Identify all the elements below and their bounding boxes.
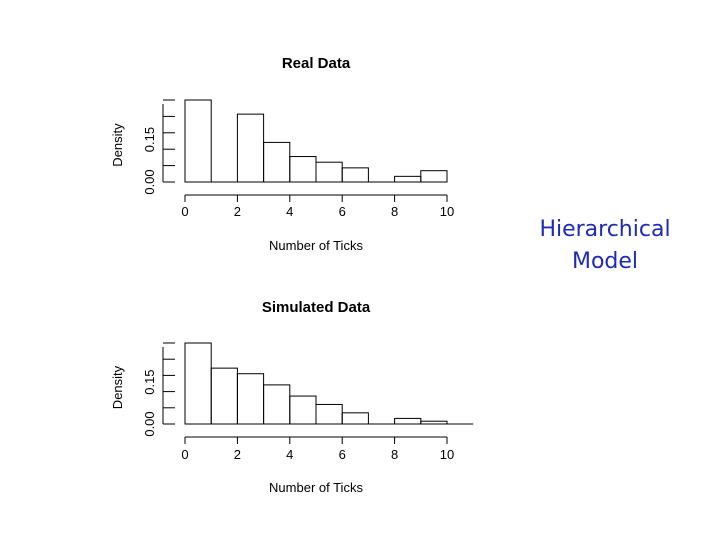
x-tick-label: 6 bbox=[339, 447, 346, 462]
chart-title: Real Data bbox=[282, 55, 351, 72]
histogram-bar bbox=[315, 161, 343, 183]
side-title-line2: Model bbox=[571, 249, 639, 274]
x-tick-label: 10 bbox=[440, 204, 454, 219]
x-tick-label: 0 bbox=[181, 204, 188, 219]
histogram-bar bbox=[263, 141, 291, 183]
y-axis-label: Density bbox=[110, 123, 125, 167]
y-tick-label: 0.00 bbox=[142, 411, 157, 436]
side-title: Hierarchical Model bbox=[520, 214, 690, 278]
x-axis-label: Number of Ticks bbox=[269, 238, 363, 253]
histogram-bar bbox=[210, 367, 238, 425]
histogram-bar bbox=[289, 395, 317, 425]
histogram-bar bbox=[236, 113, 265, 183]
chart-title: Simulated Data bbox=[262, 299, 371, 316]
y-axis-label: Density bbox=[110, 365, 125, 409]
histogram-bar bbox=[341, 412, 369, 425]
x-axis-label: Number of Ticks bbox=[269, 480, 363, 495]
x-tick-label: 8 bbox=[391, 204, 398, 219]
x-tick-label: 2 bbox=[234, 204, 241, 219]
histogram-bar bbox=[184, 342, 212, 425]
y-tick-label: 0.00 bbox=[142, 169, 157, 194]
y-tick-label: 0.15 bbox=[142, 369, 157, 394]
x-tick-label: 0 bbox=[181, 447, 188, 462]
histogram-bar bbox=[394, 417, 422, 425]
histogram-bar bbox=[394, 175, 422, 183]
histogram-bar bbox=[420, 170, 448, 183]
x-tick-label: 4 bbox=[286, 447, 293, 462]
x-tick-label: 8 bbox=[391, 447, 398, 462]
histogram-bar bbox=[341, 167, 369, 183]
histogram-bar bbox=[420, 420, 448, 425]
x-tick-label: 6 bbox=[339, 204, 346, 219]
histogram-bar bbox=[315, 403, 343, 425]
histogram-1: Real Data 0 2 4 6 8 10 Number of Ticks 0.00 0.15 D… bbox=[110, 55, 454, 253]
histogram-bar bbox=[236, 373, 265, 425]
histogram-bar bbox=[184, 99, 212, 183]
side-title-line1: Hierarchical bbox=[539, 217, 671, 242]
histogram-2: Simulated Data 0 2 4 6 8 10 Number of Ticks 0.00… bbox=[110, 299, 474, 495]
x-tick-label: 10 bbox=[440, 447, 454, 462]
x-tick-label: 4 bbox=[286, 204, 293, 219]
histogram-bar bbox=[263, 384, 291, 425]
y-tick-label: 0.15 bbox=[142, 127, 157, 152]
histogram-bar bbox=[289, 156, 317, 183]
x-tick-label: 2 bbox=[234, 447, 241, 462]
